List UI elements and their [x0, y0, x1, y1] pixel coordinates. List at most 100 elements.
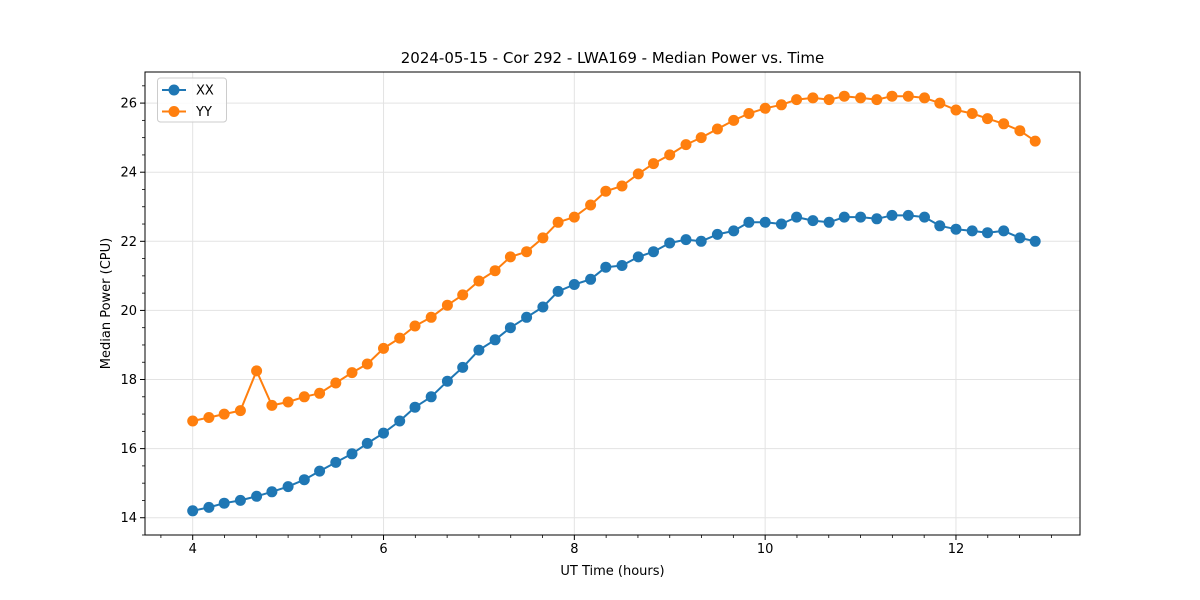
data-point-YY — [552, 216, 564, 228]
data-point-XX — [521, 311, 533, 323]
data-point-XX — [823, 216, 835, 228]
data-point-XX — [409, 401, 421, 413]
data-point-YY — [585, 199, 597, 211]
legend-marker — [168, 84, 180, 96]
data-point-XX — [203, 501, 215, 513]
data-point-XX — [504, 322, 516, 334]
data-point-YY — [330, 377, 342, 389]
data-point-XX — [266, 486, 278, 498]
data-point-XX — [346, 448, 358, 460]
data-point-XX — [394, 415, 406, 427]
x-tick-label: 4 — [189, 542, 197, 557]
data-point-YY — [218, 408, 230, 420]
data-point-YY — [266, 399, 278, 411]
data-point-YY — [998, 118, 1010, 130]
data-point-XX — [378, 427, 389, 439]
legend-label: XX — [196, 84, 214, 99]
data-point-YY — [632, 168, 644, 180]
legend-item-YY: YY — [162, 105, 212, 120]
legend-marker — [168, 106, 180, 117]
data-point-XX — [775, 218, 787, 230]
data-point-YY — [425, 311, 437, 323]
data-point-XX — [314, 465, 326, 477]
data-point-YY — [1014, 125, 1026, 137]
data-point-YY — [521, 246, 533, 258]
gridlines — [145, 72, 1080, 535]
y-axis-ticks: 14 16 18 20 22 24 26 — [120, 97, 145, 526]
data-point-XX — [234, 494, 246, 506]
data-point-YY — [886, 90, 898, 102]
data-point-YY — [934, 97, 946, 109]
y-tick-label: 24 — [120, 166, 137, 181]
data-point-YY — [966, 108, 978, 119]
data-point-XX — [966, 225, 978, 237]
data-point-XX — [568, 279, 580, 290]
data-point-XX — [489, 334, 501, 346]
data-point-XX — [711, 228, 723, 240]
data-point-YY — [409, 320, 421, 332]
data-point-YY — [728, 114, 740, 126]
y-tick-label: 20 — [120, 304, 137, 319]
data-point-XX — [632, 251, 644, 263]
data-point-YY — [982, 113, 993, 125]
data-point-XX — [791, 211, 803, 223]
data-point-YY — [568, 211, 580, 223]
data-point-YY — [791, 94, 803, 106]
data-point-XX — [759, 216, 771, 228]
data-point-YY — [441, 299, 453, 311]
data-point-XX — [743, 216, 755, 228]
data-point-XX — [695, 235, 707, 247]
data-point-XX — [998, 225, 1010, 237]
legend: XX YY — [157, 77, 227, 123]
data-point-XX — [441, 375, 453, 387]
data-point-XX — [473, 344, 485, 356]
data-point-XX — [950, 223, 962, 235]
data-point-YY — [664, 149, 676, 161]
data-point-YY — [775, 99, 787, 111]
data-point-YY — [743, 108, 755, 119]
x-tick-label: 10 — [757, 542, 774, 557]
legend-item-XX: XX — [162, 84, 214, 99]
data-point-YY — [489, 265, 501, 277]
data-point-YY — [1029, 135, 1041, 147]
data-point-YY — [950, 104, 962, 116]
data-point-YY — [282, 396, 294, 408]
data-point-YY — [871, 94, 883, 106]
y-tick-label: 22 — [120, 235, 137, 250]
x-axis-ticks: 4 6 8 10 12 — [189, 535, 964, 557]
data-point-YY — [187, 415, 199, 427]
y-tick-label: 14 — [120, 511, 137, 526]
plot-border — [144, 71, 1081, 536]
data-point-XX — [361, 437, 373, 449]
data-point-XX — [537, 301, 549, 313]
data-point-YY — [855, 92, 867, 104]
data-point-XX — [728, 225, 740, 237]
y-tick-label: 26 — [120, 97, 137, 112]
y-tick-label: 16 — [120, 442, 137, 457]
data-point-XX — [934, 220, 946, 232]
data-point-XX — [919, 211, 930, 223]
data-point-XX — [886, 209, 898, 221]
data-point-XX — [807, 215, 819, 227]
data-point-XX — [838, 211, 850, 223]
data-point-XX — [600, 261, 612, 273]
data-point-XX — [680, 234, 692, 246]
data-point-XX — [187, 505, 199, 517]
data-point-YY — [919, 92, 930, 104]
data-point-YY — [759, 102, 771, 114]
spines — [144, 71, 1081, 536]
data-point-XX — [982, 227, 993, 239]
data-point-XX — [298, 474, 310, 486]
data-point-XX — [251, 490, 263, 502]
data-point-XX — [855, 211, 867, 223]
data-point-XX — [218, 497, 230, 509]
data-point-XX — [648, 246, 659, 258]
data-point-XX — [1029, 235, 1041, 247]
data-point-YY — [616, 180, 628, 192]
data-point-YY — [457, 289, 469, 301]
data-point-YY — [600, 185, 612, 197]
legend-box — [157, 77, 227, 123]
data-point-XX — [585, 273, 597, 285]
